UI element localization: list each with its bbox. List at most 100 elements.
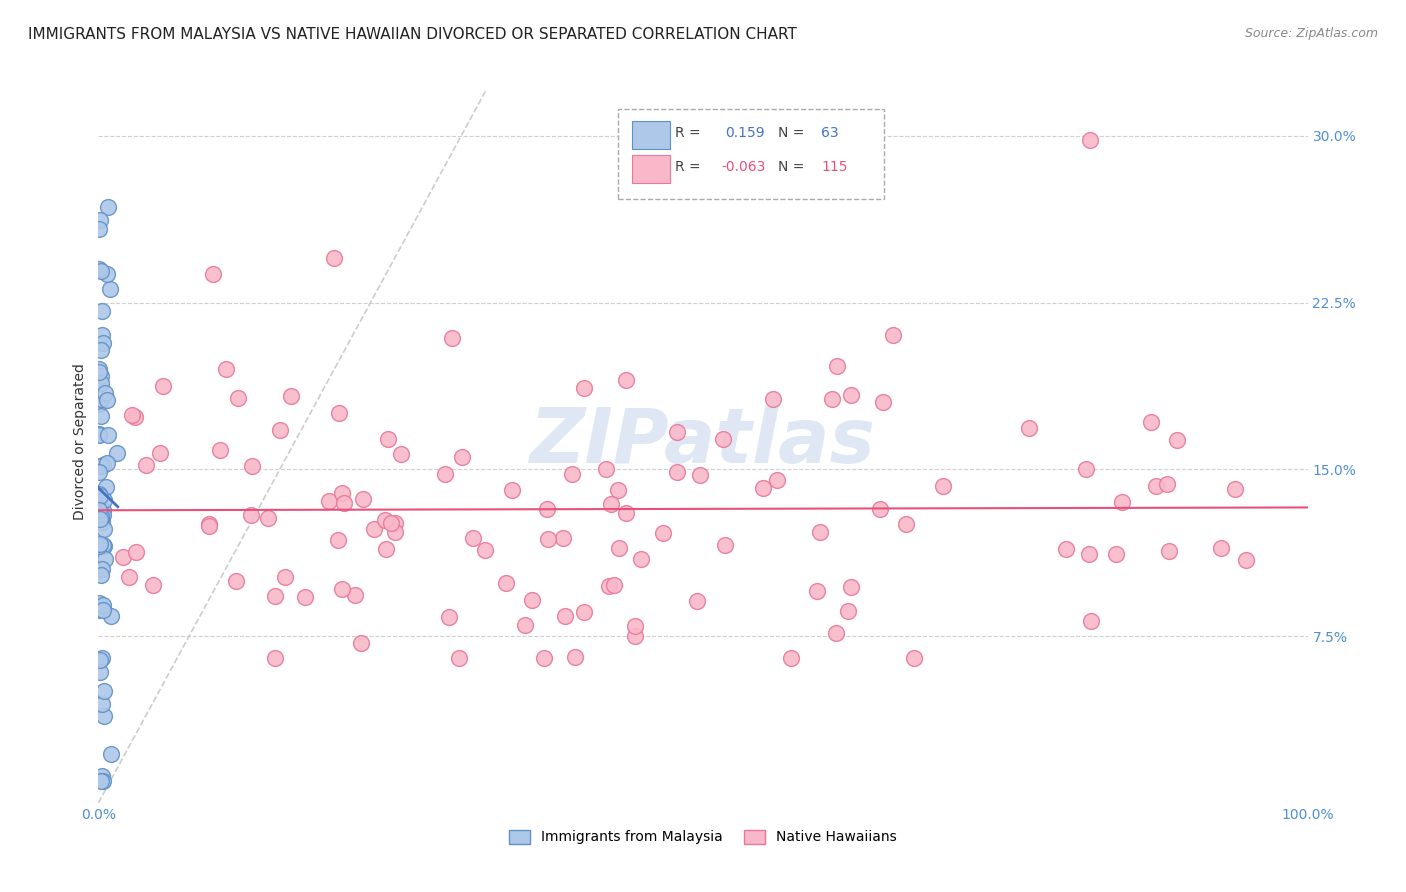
Point [839,580,862,594]
Point [87,465,110,479]
Point [1111,495,1133,509]
Point [89,222,111,236]
Point [142,578,165,592]
Point [433,467,456,481]
Point [91,336,114,351]
Text: IMMIGRANTS FROM MALAYSIA VS NATIVE HAWAIIAN DIVORCED OR SEPARATED CORRELATION CH: IMMIGRANTS FROM MALAYSIA VS NATIVE HAWAI… [28,27,797,42]
Point [447,651,470,665]
Point [91,328,114,343]
Point [105,445,128,459]
Text: R =: R = [675,160,700,174]
Point [90,303,112,318]
Point [91,697,114,711]
Point [931,479,953,493]
Point [90,568,112,582]
Point [90,264,112,278]
Point [91,458,114,472]
Point [214,362,236,376]
Point [599,497,621,511]
Point [124,409,146,424]
Point [264,651,287,665]
Point [1225,482,1247,496]
Point [837,604,859,618]
FancyBboxPatch shape [631,120,671,149]
Point [533,651,555,665]
Point [89,512,111,526]
Point [326,533,349,547]
Text: R =: R = [675,126,700,140]
Point [1054,541,1077,556]
Point [89,376,111,391]
Text: 63: 63 [821,126,839,140]
Point [451,450,474,464]
Point [90,409,112,424]
Point [93,539,115,553]
Y-axis label: Divorced or Separated: Divorced or Separated [73,363,87,520]
Point [87,596,110,610]
Point [90,459,112,474]
Point [93,522,115,536]
Point [89,653,111,667]
Point [93,684,115,698]
Point [333,495,356,509]
Text: N =: N = [778,126,804,140]
Point [98,282,121,296]
Point [561,467,583,481]
Point [572,605,595,619]
Point [280,389,302,403]
Point [766,473,789,487]
Point [121,409,143,423]
Point [89,362,111,376]
Point [90,343,112,358]
Point [666,425,689,439]
Point [630,552,652,566]
Point [91,508,114,522]
Point [93,502,115,516]
Point [93,773,115,788]
Text: -0.063: -0.063 [721,160,765,174]
Point [391,447,413,461]
Point [91,539,114,553]
Point [1209,541,1232,556]
Point [100,609,122,624]
Point [318,493,340,508]
Point [242,458,264,473]
Point [89,665,111,680]
Point [208,443,231,458]
Point [520,593,543,607]
Point [598,579,620,593]
Point [323,251,346,265]
Point [87,487,110,501]
Point [87,603,110,617]
Point [1080,614,1102,628]
Point [872,395,894,409]
Point [806,583,828,598]
Text: 0.159: 0.159 [724,126,765,140]
Point [87,397,110,411]
Point [89,536,111,550]
Point [87,427,110,442]
Point [1159,544,1181,558]
Point [1234,553,1257,567]
Text: ZIPatlas: ZIPatlas [530,405,876,478]
Point [461,531,484,545]
Point [869,502,891,516]
Point [1018,421,1040,435]
Point [894,517,917,532]
Point [117,570,139,584]
Point [328,406,350,420]
FancyBboxPatch shape [619,109,884,200]
Point [87,428,110,442]
Point [96,267,118,281]
Point [1156,477,1178,491]
Point [903,651,925,665]
Point [350,636,373,650]
Point [90,512,112,526]
Point [564,649,586,664]
Point [686,594,709,608]
Point [1139,415,1161,429]
Point [554,609,576,624]
Point [90,651,112,665]
Point [551,531,574,545]
Point [273,570,295,584]
